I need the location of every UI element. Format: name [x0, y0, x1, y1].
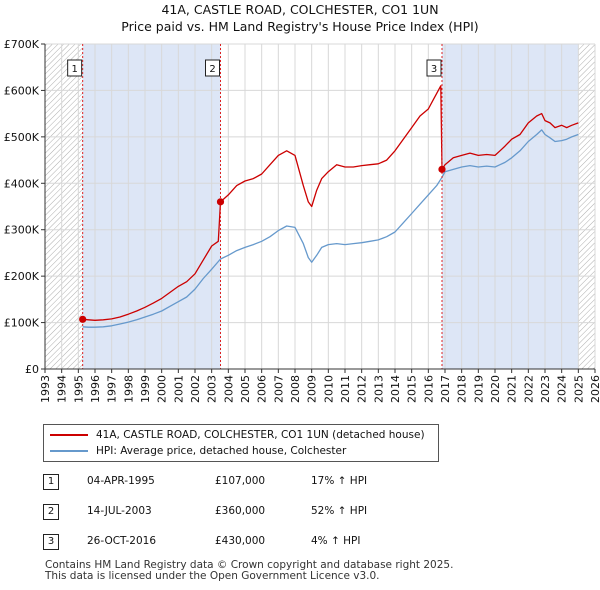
- sale-date: 04-APR-1995: [87, 475, 155, 487]
- sale-date: 14-JUL-2003: [87, 505, 152, 517]
- hatched-no-data-region: [578, 44, 595, 369]
- x-tick-label: 2014: [389, 375, 402, 403]
- x-tick-label: 2013: [372, 375, 385, 403]
- x-tick-label: 2007: [272, 375, 285, 403]
- sale-number-badge: 3: [43, 534, 59, 550]
- sale-price: £430,000: [215, 535, 266, 547]
- x-tick-label: 2016: [422, 375, 435, 403]
- legend-item-hpi: HPI: Average price, detached house, Colc…: [50, 444, 346, 458]
- x-tick-label: 1996: [89, 375, 102, 403]
- legend-swatch-property: [50, 434, 88, 436]
- legend-label-property: 41A, CASTLE ROAD, COLCHESTER, CO1 1UN (d…: [96, 429, 425, 441]
- y-tick-label: £100K: [4, 317, 40, 330]
- x-tick-label: 2024: [556, 375, 569, 403]
- price-chart: 1 2 3 £0 £100K £200K £300K £400K £500K £600K £700…: [4, 38, 600, 403]
- series-line-hpi: [82, 129, 579, 328]
- legend-label-hpi: HPI: Average price, detached house, Colc…: [96, 445, 347, 457]
- shaded-ownership-period: [442, 44, 579, 369]
- x-tick-label: 2017: [439, 375, 452, 403]
- sale-label: 1: [71, 64, 77, 75]
- x-tick-label: 2026: [589, 375, 600, 403]
- sale-label-box: [426, 59, 442, 77]
- x-tick-label: 2009: [306, 375, 319, 403]
- sale-hpi-diff: 17% ↑ HPI: [311, 475, 368, 487]
- sale-label-box: [205, 59, 220, 77]
- x-tick-label: 2001: [172, 375, 185, 403]
- x-tick-label: 2021: [506, 375, 519, 403]
- sale-number-badge: 2: [43, 504, 59, 520]
- x-tick-label: 2019: [472, 375, 485, 403]
- y-tick-label: £500K: [4, 131, 40, 144]
- x-tick-label: 2005: [239, 375, 252, 403]
- sale-price: £360,000: [215, 505, 266, 517]
- x-tick-label: 2012: [356, 375, 369, 403]
- x-tick-label: 1995: [72, 375, 85, 403]
- sale-hpi-diff: 52% ↑ HPI: [311, 505, 368, 517]
- x-tick-label: 2022: [522, 375, 535, 403]
- x-tick-label: 2015: [406, 375, 419, 403]
- sale-date: 26-OCT-2016: [87, 535, 156, 547]
- y-tick-label: £400K: [4, 177, 40, 190]
- sale-label: 2: [209, 64, 215, 75]
- x-tick-label: 2010: [322, 375, 335, 403]
- x-tick-label: 2006: [256, 375, 269, 403]
- x-tick-label: 2020: [489, 375, 502, 403]
- x-tick-label: 1998: [122, 375, 135, 403]
- y-tick-label: £200K: [4, 270, 40, 283]
- sale-number-badge: 1: [43, 474, 59, 490]
- legend-swatch-hpi: [50, 450, 88, 452]
- sale-point: [79, 315, 87, 323]
- x-tick-label: 1997: [106, 375, 119, 403]
- x-tick-label: 2018: [456, 375, 469, 403]
- sale-price: £107,000: [215, 475, 266, 487]
- x-tick-label: 1993: [39, 375, 52, 403]
- x-tick-label: 2025: [572, 375, 585, 403]
- x-tick-label: 2023: [539, 375, 552, 403]
- sale-point: [438, 165, 446, 173]
- x-tick-label: 2002: [189, 375, 202, 403]
- chart-title-subtitle: Price paid vs. HM Land Registry's House …: [121, 19, 479, 34]
- legend-item-property: 41A, CASTLE ROAD, COLCHESTER, CO1 1UN (d…: [50, 428, 425, 442]
- hatched-no-data-region: [45, 44, 83, 369]
- y-tick-label: £700K: [4, 38, 40, 51]
- footer-copyright: Contains HM Land Registry data © Crown c…: [45, 559, 454, 571]
- x-tick-label: 2003: [206, 375, 219, 403]
- y-tick-label: £300K: [4, 224, 40, 237]
- footer-attribution: Contains HM Land Registry data © Crown c…: [45, 560, 453, 582]
- series-line-property: [82, 85, 579, 321]
- sale-hpi-diff: 4% ↑ HPI: [311, 535, 361, 547]
- chart-title-address: 41A, CASTLE ROAD, COLCHESTER, CO1 1UN: [161, 2, 439, 17]
- x-tick-label: 2000: [156, 375, 169, 403]
- sale-point: [216, 198, 225, 206]
- y-tick-label: £0: [25, 363, 39, 376]
- chart-legend: 41A, CASTLE ROAD, COLCHESTER, CO1 1UN (d…: [43, 424, 439, 462]
- y-tick-label: £600K: [4, 84, 40, 97]
- sale-label: 3: [431, 64, 437, 75]
- sale-label-box: [67, 59, 83, 77]
- x-tick-label: 1994: [56, 375, 69, 403]
- x-tick-label: 2004: [222, 375, 235, 403]
- x-tick-label: 2008: [289, 375, 302, 403]
- x-tick-label: 1999: [139, 375, 152, 403]
- x-tick-label: 2011: [339, 375, 352, 403]
- footer-licence: This data is licensed under the Open Gov…: [45, 570, 380, 582]
